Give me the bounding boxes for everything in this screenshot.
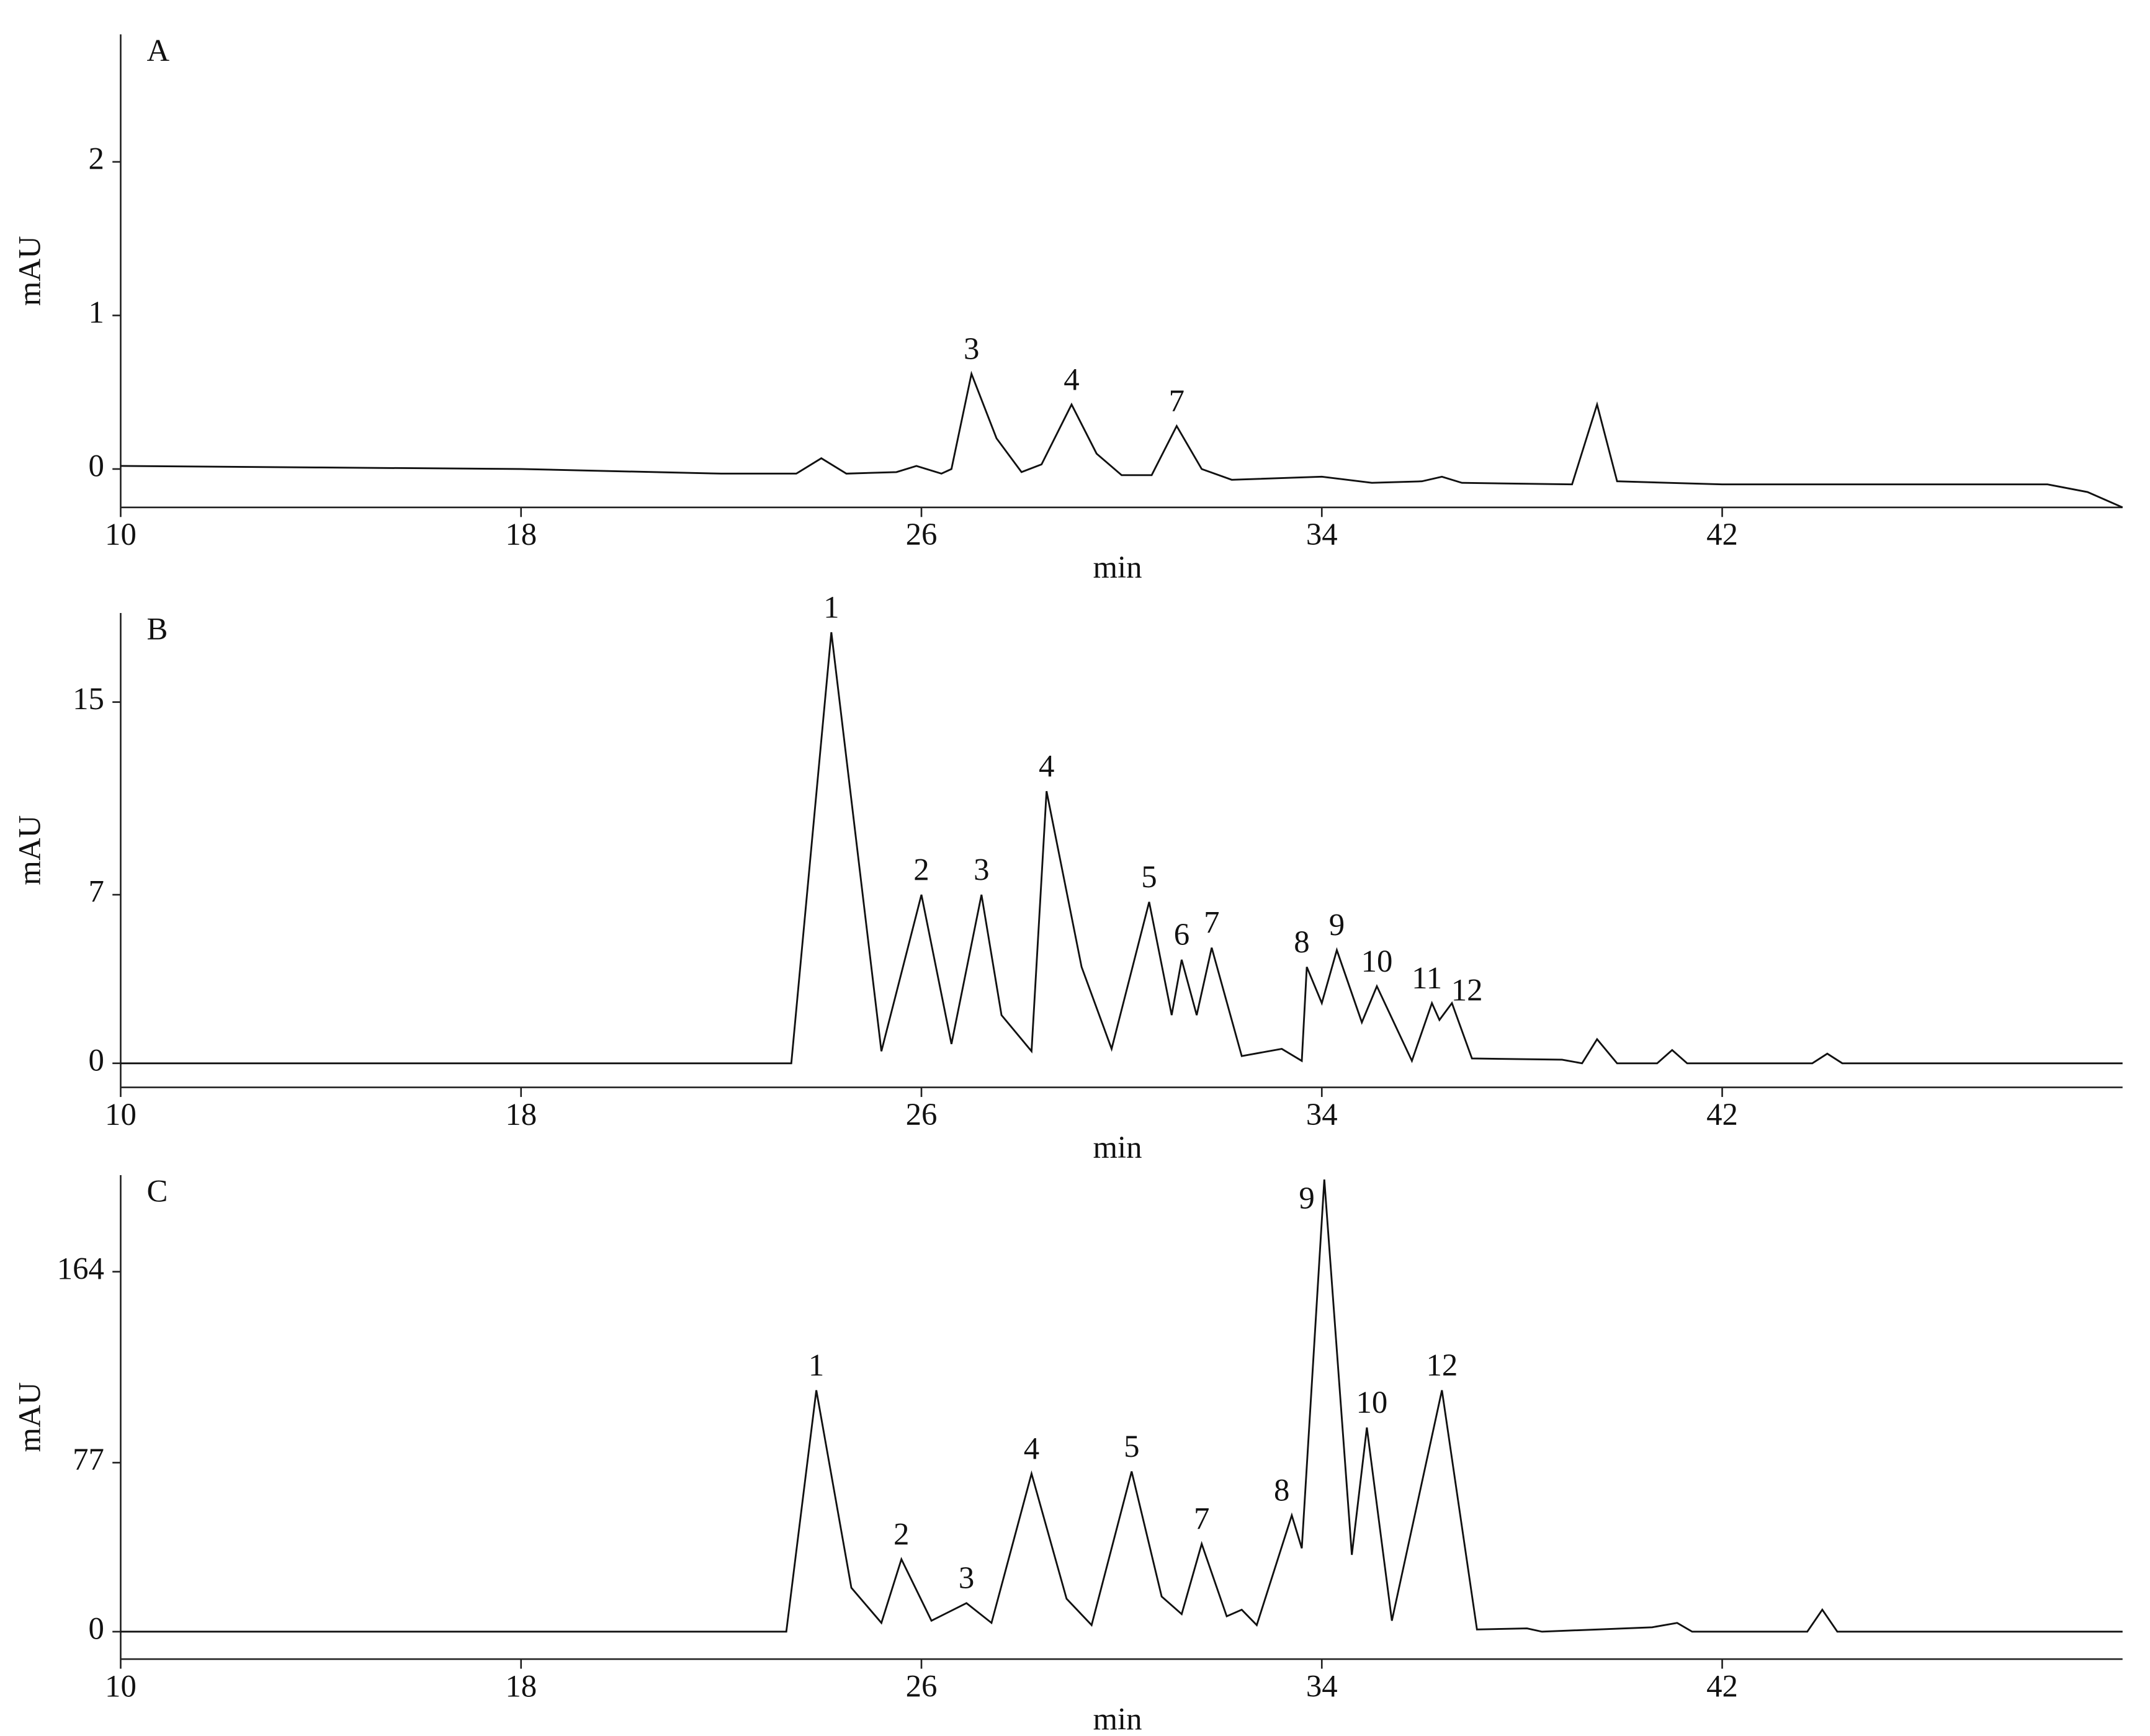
y-tick-label: 0 bbox=[89, 1611, 104, 1646]
x-tick-label: 18 bbox=[505, 1668, 537, 1703]
peak-label: 5 bbox=[1124, 1429, 1139, 1464]
y-tick-label: 0 bbox=[89, 1042, 104, 1077]
peak-label: 2 bbox=[894, 1516, 909, 1551]
peak-label: 9 bbox=[1299, 1181, 1314, 1215]
peak-label: 1 bbox=[823, 589, 839, 624]
peak-label: 7 bbox=[1204, 905, 1219, 940]
trace bbox=[120, 632, 2123, 1065]
y-axis-label: mAU bbox=[12, 1382, 47, 1452]
y-tick-label: 7 bbox=[89, 874, 104, 909]
peak-label: 3 bbox=[959, 1560, 974, 1595]
peak-label: 7 bbox=[1194, 1501, 1209, 1536]
x-tick-label: 26 bbox=[906, 1097, 938, 1132]
panel-label: A bbox=[146, 33, 169, 68]
peak-label: 12 bbox=[1426, 1348, 1458, 1382]
y-tick-label: 1 bbox=[89, 295, 104, 329]
peak-label: 10 bbox=[1356, 1385, 1388, 1420]
x-axis-label: min bbox=[1093, 1701, 1142, 1736]
peak-label: 11 bbox=[1412, 960, 1442, 995]
panel-label: B bbox=[146, 612, 168, 647]
peak-label: 9 bbox=[1329, 908, 1345, 942]
x-axis-label: min bbox=[1093, 1130, 1142, 1165]
peak-label: 4 bbox=[1024, 1431, 1039, 1465]
y-tick-label: 2 bbox=[89, 141, 104, 176]
panel-label: C bbox=[146, 1174, 168, 1209]
y-tick-label: 164 bbox=[57, 1251, 104, 1286]
peak-label: 4 bbox=[1039, 748, 1054, 783]
x-tick-label: 18 bbox=[505, 1097, 537, 1132]
y-tick-label: 15 bbox=[73, 681, 104, 716]
peak-label: 5 bbox=[1141, 859, 1157, 894]
peak-label: 7 bbox=[1169, 383, 1185, 418]
x-tick-label: 42 bbox=[1706, 1097, 1738, 1132]
x-tick-label: 34 bbox=[1306, 1097, 1338, 1132]
x-tick-label: 26 bbox=[906, 517, 938, 552]
peak-label: 2 bbox=[913, 852, 929, 887]
y-axis-label: mAU bbox=[12, 236, 47, 306]
trace bbox=[120, 370, 2123, 509]
x-tick-label: 10 bbox=[105, 1668, 137, 1703]
y-tick-label: 77 bbox=[73, 1442, 104, 1477]
peak-label: 10 bbox=[1361, 944, 1393, 978]
x-tick-label: 34 bbox=[1306, 1668, 1338, 1703]
x-tick-label: 34 bbox=[1306, 517, 1338, 552]
y-axis-label: mAU bbox=[12, 815, 47, 885]
y-tick-label: 0 bbox=[89, 449, 104, 483]
peak-label: 8 bbox=[1294, 924, 1309, 959]
peak-label: 4 bbox=[1064, 362, 1079, 396]
trace bbox=[120, 1179, 2123, 1633]
peak-label: 3 bbox=[964, 331, 979, 366]
peak-label: 8 bbox=[1274, 1473, 1289, 1508]
peak-label: 6 bbox=[1174, 917, 1189, 952]
x-tick-label: 42 bbox=[1706, 1668, 1738, 1703]
peak-label: 1 bbox=[808, 1348, 824, 1382]
x-tick-label: 42 bbox=[1706, 517, 1738, 552]
x-tick-label: 18 bbox=[505, 517, 537, 552]
peak-label: 12 bbox=[1451, 972, 1483, 1007]
x-tick-label: 10 bbox=[105, 1097, 137, 1132]
x-tick-label: 10 bbox=[105, 517, 137, 552]
x-tick-label: 26 bbox=[906, 1668, 938, 1703]
peak-label: 3 bbox=[974, 852, 989, 887]
x-axis-label: min bbox=[1093, 550, 1142, 584]
